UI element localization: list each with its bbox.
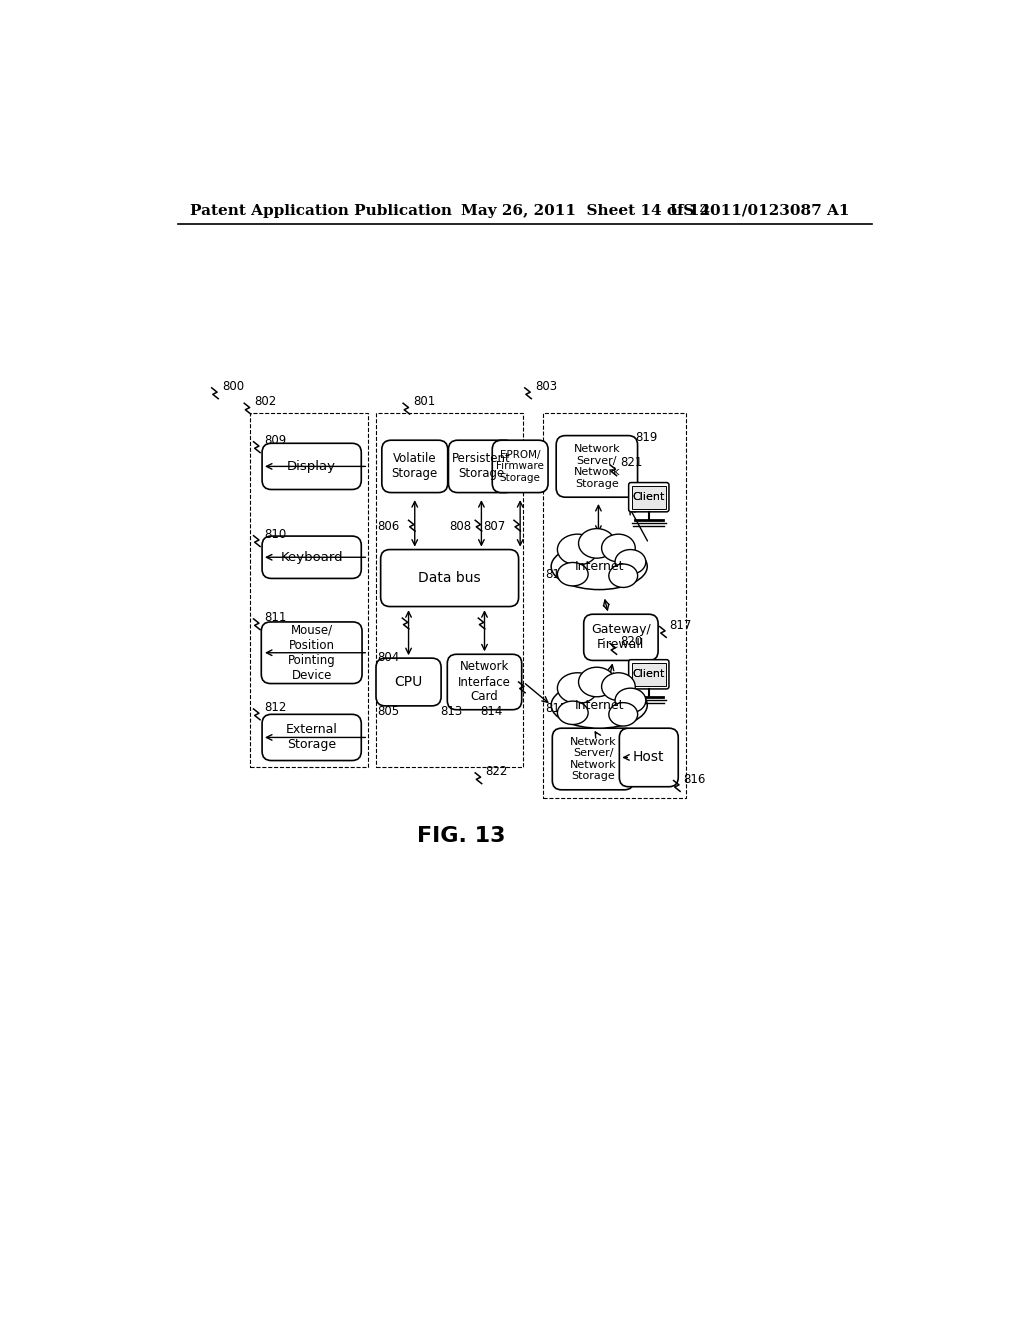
Ellipse shape [602,673,635,701]
Text: Mouse/
Position
Pointing
Device: Mouse/ Position Pointing Device [288,624,336,681]
Ellipse shape [557,562,588,586]
FancyBboxPatch shape [629,660,669,689]
Text: 818: 818 [545,568,567,581]
FancyBboxPatch shape [261,622,362,684]
Text: 802: 802 [254,395,276,408]
FancyBboxPatch shape [447,655,521,710]
Text: 807: 807 [483,520,505,533]
FancyBboxPatch shape [382,441,447,492]
Text: Network
Server/
Network
Storage: Network Server/ Network Storage [569,737,616,781]
Text: 806: 806 [378,520,399,533]
Text: External
Storage: External Storage [286,723,338,751]
Text: EPROM/
Firmware
Storage: EPROM/ Firmware Storage [497,450,544,483]
Text: 812: 812 [264,701,287,714]
Text: Network
Interface
Card: Network Interface Card [458,660,511,704]
FancyBboxPatch shape [632,663,666,686]
Text: Client: Client [633,492,665,502]
FancyBboxPatch shape [620,729,678,787]
Text: Data bus: Data bus [419,572,481,585]
Ellipse shape [557,673,598,704]
Text: 820: 820 [621,635,642,648]
Text: Gateway/
Firewall: Gateway/ Firewall [591,623,651,651]
Ellipse shape [557,701,588,725]
Text: 803: 803 [535,380,557,393]
Ellipse shape [551,682,647,729]
Ellipse shape [615,688,646,713]
Text: Client: Client [633,492,665,502]
FancyBboxPatch shape [584,614,658,660]
Text: 815: 815 [545,702,567,714]
Text: Patent Application Publication: Patent Application Publication [190,203,452,218]
Text: 804: 804 [378,651,399,664]
Text: 819: 819 [636,432,658,445]
Text: 817: 817 [670,619,692,631]
Text: US 2011/0123087 A1: US 2011/0123087 A1 [671,203,850,218]
FancyBboxPatch shape [632,486,666,508]
Text: Client: Client [633,669,665,680]
Text: FIG. 13: FIG. 13 [417,826,506,846]
Text: Host: Host [633,751,665,764]
FancyBboxPatch shape [262,714,361,760]
Ellipse shape [557,535,598,565]
Ellipse shape [579,528,615,558]
Text: May 26, 2011  Sheet 14 of 14: May 26, 2011 Sheet 14 of 14 [461,203,711,218]
Text: 816: 816 [684,772,707,785]
Text: 810: 810 [264,528,287,541]
Text: Internet: Internet [574,560,624,573]
Text: 800: 800 [222,380,245,393]
Text: 808: 808 [449,520,471,533]
FancyBboxPatch shape [493,441,548,492]
Ellipse shape [602,535,635,562]
Ellipse shape [551,544,647,590]
Text: Display: Display [287,459,336,473]
Text: Keyboard: Keyboard [281,550,343,564]
FancyBboxPatch shape [552,729,634,789]
FancyBboxPatch shape [556,436,638,498]
Text: Internet: Internet [574,698,624,711]
Text: 822: 822 [485,764,508,777]
Ellipse shape [615,549,646,574]
Text: Volatile
Storage: Volatile Storage [391,453,438,480]
Text: 801: 801 [414,395,435,408]
Text: CPU: CPU [394,675,423,689]
FancyBboxPatch shape [376,659,441,706]
Ellipse shape [609,702,638,726]
Text: 821: 821 [621,455,642,469]
Text: 811: 811 [264,611,287,624]
Ellipse shape [609,564,638,587]
FancyBboxPatch shape [262,536,361,578]
Text: Network
Server/
Network
Storage: Network Server/ Network Storage [573,444,621,488]
Text: 805: 805 [378,705,399,718]
FancyBboxPatch shape [449,441,514,492]
Text: 813: 813 [440,705,463,718]
Text: Persistent
Storage: Persistent Storage [452,453,511,480]
Text: 809: 809 [264,434,287,446]
FancyBboxPatch shape [629,483,669,512]
FancyBboxPatch shape [262,444,361,490]
Ellipse shape [579,667,615,697]
Text: 814: 814 [480,705,503,718]
Text: Client: Client [633,669,665,680]
FancyBboxPatch shape [381,549,518,607]
